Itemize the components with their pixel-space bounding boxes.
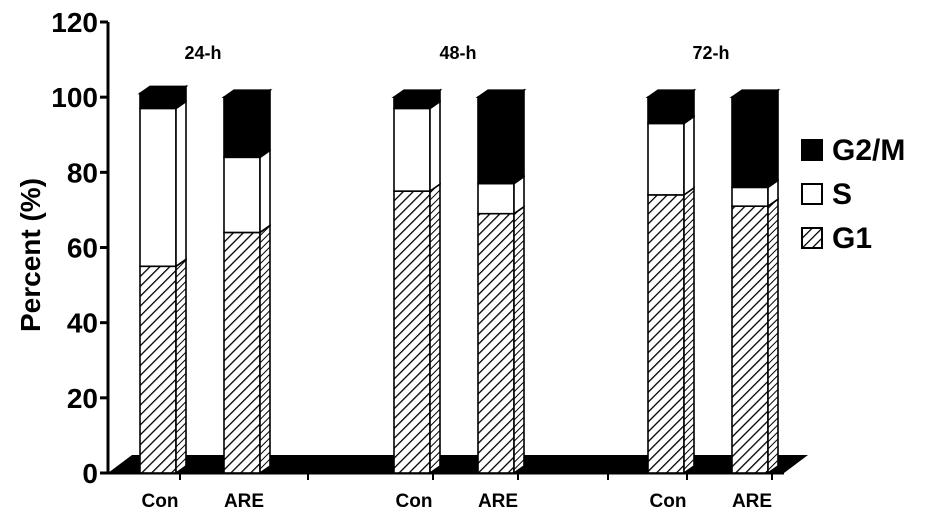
x-category-label: Con [142, 491, 179, 512]
y-axis-title: Percent (%) [15, 178, 46, 332]
bar-side-g1 [429, 182, 441, 475]
y-tick-label: 0 [82, 458, 98, 489]
bar-side-g1 [683, 186, 695, 475]
bar-side-s [429, 99, 441, 193]
bar-side-g2m [513, 88, 525, 186]
legend-swatch-g1 [801, 227, 823, 249]
bar-side-g1 [513, 205, 525, 475]
x-category-label: ARE [478, 491, 518, 512]
legend-label-s: S [832, 178, 852, 211]
legend-swatch-s [801, 183, 823, 205]
bar-segment-g2m [223, 96, 261, 159]
bar-segment-g2m [393, 96, 431, 110]
group-label: 24-h [184, 43, 221, 63]
group-label: 72-h [692, 43, 729, 63]
bar-top [221, 89, 273, 98]
bar-segment-s [647, 122, 685, 196]
bar-segment-g2m [647, 96, 685, 125]
bar-top [475, 89, 527, 98]
chart-floor [108, 455, 808, 473]
bar-segment-s [223, 156, 261, 234]
y-tick-label: 60 [67, 233, 98, 264]
y-tick-label: 100 [51, 82, 98, 113]
bar-segment-g1 [647, 194, 685, 474]
bar-side-g1 [259, 223, 271, 475]
bar-segment-g2m [139, 92, 177, 110]
bar-segment-g1 [731, 205, 769, 474]
y-tick-label: 80 [67, 157, 98, 188]
bar-side-g1 [767, 197, 779, 475]
bar-top [391, 89, 443, 98]
bar-side-s [683, 114, 695, 197]
y-tick-label: 40 [67, 308, 98, 339]
group-label: 48-h [439, 43, 476, 63]
y-tick-label: 120 [51, 7, 98, 38]
bar-segment-g1 [139, 265, 177, 474]
bar-segment-s [731, 186, 769, 207]
bar-segment-g2m [731, 96, 769, 189]
x-category-label: Con [650, 491, 687, 512]
bar-side-s [259, 148, 271, 235]
bar-segment-g1 [393, 190, 431, 474]
bar-top [137, 85, 189, 95]
bar-side-g2m [767, 88, 779, 189]
x-category-label: ARE [224, 491, 264, 512]
x-category-label: Con [396, 491, 433, 512]
legend-label-g2m: G2/M [832, 134, 905, 167]
bar-segment-s [393, 107, 431, 192]
bar-segment-g1 [477, 212, 515, 474]
legend-swatch-g2m [801, 139, 823, 161]
bar-side-g1 [175, 257, 187, 475]
bar-top [645, 89, 697, 98]
bar-segment-s [139, 107, 177, 268]
legend-label-g1: G1 [832, 222, 872, 255]
bar-segment-g2m [477, 96, 515, 185]
bar-segment-g1 [223, 231, 261, 474]
y-tick-label: 20 [67, 383, 98, 414]
x-category-label: ARE [732, 491, 772, 512]
bar-segment-s [477, 182, 515, 215]
bar-side-s [175, 99, 187, 268]
legend: G2/M S G1 [801, 134, 905, 255]
bar-side-g2m [259, 88, 271, 159]
bar-top [729, 89, 781, 98]
